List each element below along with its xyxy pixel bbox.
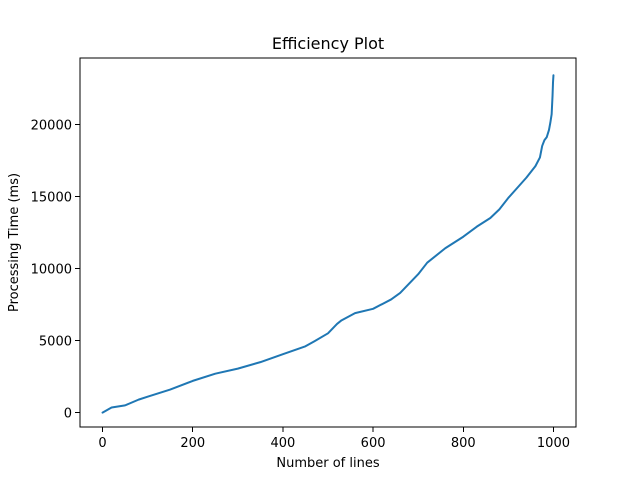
x-tick-label: 1000 (537, 436, 570, 451)
x-tick-label: 600 (361, 436, 386, 451)
x-tick-label: 400 (270, 436, 295, 451)
y-tick-label: 20000 (31, 118, 72, 133)
x-axis-label: Number of lines (276, 456, 379, 471)
series-layer (101, 74, 555, 414)
y-axis-label: Processing Time (ms) (7, 173, 22, 312)
chart-title: Efficiency Plot (272, 34, 384, 53)
y-tick-label: 0 (64, 407, 72, 422)
y-tick-label: 5000 (39, 335, 72, 350)
x-tick-label: 0 (98, 436, 106, 451)
x-tick-label: 200 (180, 436, 205, 451)
x-tick-label: 800 (451, 436, 476, 451)
y-axis-ticks: 0 5000 10000 15000 20000 (31, 118, 80, 422)
y-tick-label: 10000 (31, 262, 72, 277)
y-tick-label: 15000 (31, 190, 72, 205)
series-line-0 (101, 74, 555, 414)
plot-frame (79, 57, 577, 428)
x-axis-ticks: 0 200 400 600 800 1000 (98, 427, 570, 451)
